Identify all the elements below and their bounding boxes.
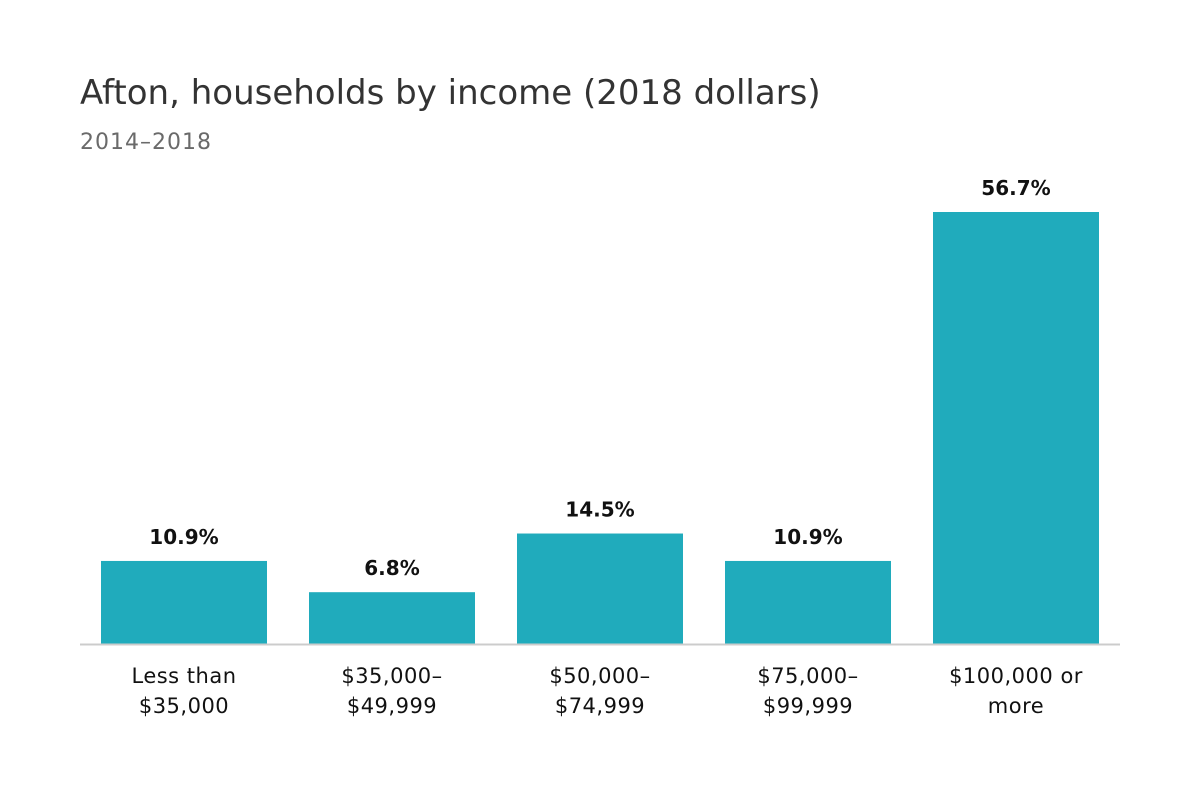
bar-value-label: 14.5% — [565, 498, 634, 522]
x-tick-label: $100,000 or more — [949, 664, 1083, 718]
bar — [309, 592, 475, 644]
bar — [101, 560, 267, 644]
x-tick-label: $50,000– $74,999 — [549, 664, 650, 718]
x-tick-label: $35,000– $49,999 — [341, 664, 442, 718]
bar-value-label: 10.9% — [773, 525, 842, 549]
bar — [933, 212, 1099, 644]
bar — [725, 560, 891, 644]
value-labels-group: 10.9% 6.8% 14.5% 10.9% 56.7% — [149, 176, 1050, 580]
bar-value-label: 10.9% — [149, 525, 218, 549]
chart-subtitle: 2014–2018 — [80, 130, 212, 155]
x-tick-label: Less than $35,000 — [131, 664, 236, 718]
x-tick-labels-group: Less than $35,000 $35,000– $49,999 $50,000– $… — [131, 664, 1082, 718]
chart-title: Afton, households by income (2018 dollar… — [80, 73, 821, 113]
bar-value-label: 56.7% — [981, 176, 1050, 200]
x-tick-label: $75,000– $99,999 — [757, 664, 858, 718]
bars-group — [101, 212, 1099, 644]
bar — [517, 533, 683, 644]
bar-value-label: 6.8% — [364, 556, 419, 580]
